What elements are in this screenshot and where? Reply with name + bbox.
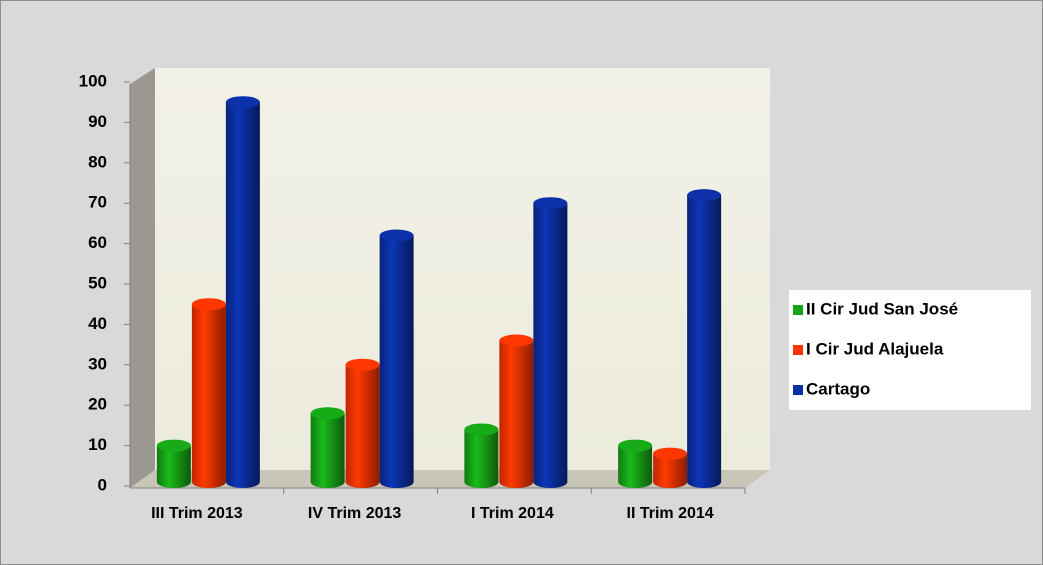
x-tick-label: I Trim 2014 [471, 505, 554, 522]
bar [191, 304, 226, 488]
y-tick-label: 60 [88, 233, 107, 252]
y-tick-label: 10 [88, 435, 107, 454]
side-wall [130, 68, 155, 488]
bar-cap [618, 439, 653, 452]
x-tick-label: II Trim 2014 [627, 505, 714, 522]
floor [130, 470, 770, 488]
bar [156, 445, 191, 488]
y-tick-label: 0 [98, 475, 107, 494]
y-tick-label: 30 [88, 354, 107, 373]
y-tick-label: 50 [88, 273, 107, 292]
x-tick-label: IV Trim 2013 [308, 505, 401, 522]
bar [310, 413, 345, 488]
y-tick-label: 90 [88, 112, 107, 131]
bar [533, 203, 568, 488]
legend-swatch [793, 305, 803, 315]
bar [499, 340, 534, 488]
legend-label: II Cir Jud San José [806, 299, 958, 318]
bar-cap [499, 334, 534, 347]
bar [379, 235, 414, 488]
y-tick-label: 70 [88, 193, 107, 212]
y-tick-label: 40 [88, 314, 107, 333]
bar-cap [345, 358, 380, 371]
legend-swatch [793, 345, 803, 355]
bar-cap [533, 197, 568, 210]
y-tick-label: 20 [88, 395, 107, 414]
bar [225, 102, 260, 488]
bar-cap [687, 189, 722, 202]
legend-swatch [793, 385, 803, 395]
y-tick-label: 100 [79, 71, 107, 90]
x-tick-label: III Trim 2013 [151, 505, 243, 522]
bar [618, 445, 653, 488]
legend-label: I Cir Jud Alajuela [806, 339, 944, 358]
bar [653, 453, 688, 488]
bar-cap [464, 423, 499, 436]
bar [464, 429, 499, 488]
bar-cap [653, 447, 688, 460]
legend [789, 290, 1031, 410]
y-tick-label: 80 [88, 152, 107, 171]
legend-label: Cartago [806, 379, 870, 398]
bar-cap [191, 298, 226, 311]
bar-cap [310, 407, 345, 420]
back-wall [155, 68, 770, 470]
bar-cap [156, 439, 191, 452]
bar-cap [225, 96, 260, 109]
bar [345, 364, 380, 488]
bar-cap [379, 229, 414, 242]
bar [687, 195, 722, 488]
